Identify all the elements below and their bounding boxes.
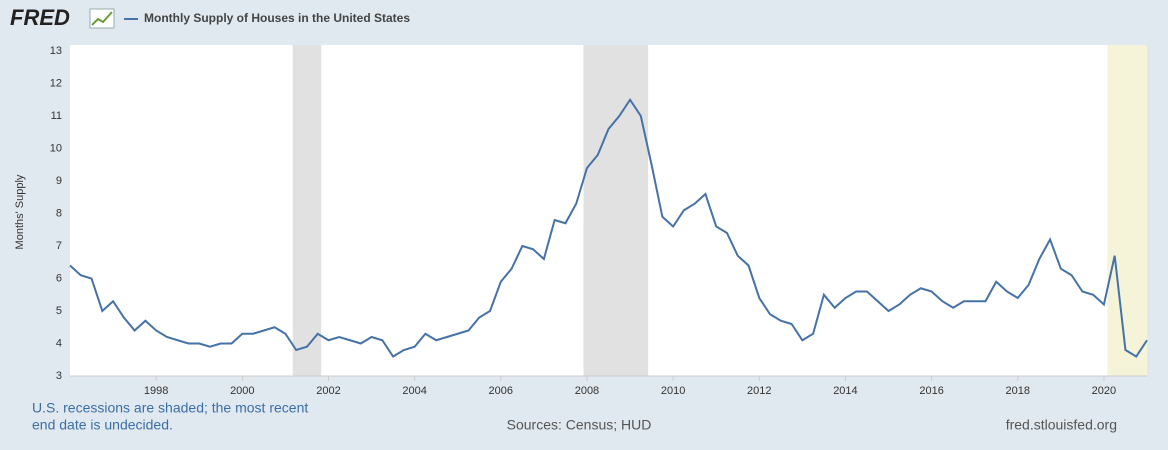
recession-shade (583, 45, 649, 376)
y-tick-label: 11 (51, 110, 62, 122)
x-tick-label: 2008 (575, 385, 599, 397)
y-tick-label: 4 (56, 337, 62, 349)
x-tick-label: 2000 (230, 385, 254, 397)
y-axis-label: Months' Supply (14, 174, 26, 249)
x-tick-label: 2002 (316, 385, 340, 397)
x-tick-label: 2020 (1092, 385, 1116, 397)
y-tick-label: 10 (50, 142, 62, 154)
y-tick-label: 3 (56, 370, 62, 382)
y-tick-label: 12 (50, 77, 62, 89)
x-tick-label: 2004 (402, 385, 426, 397)
x-tick-label: 2006 (489, 385, 513, 397)
y-tick-label: 13 (50, 45, 62, 57)
y-tick-label: 5 (56, 305, 62, 317)
x-tick-label: 1998 (144, 385, 168, 397)
x-tick-label: 2014 (833, 385, 857, 397)
logo: FRED (10, 5, 70, 30)
y-tick-label: 7 (56, 240, 62, 252)
site: fred.stlouisfed.org (1006, 417, 1117, 433)
recession-shade (292, 45, 322, 376)
note: end date is undecided. (32, 417, 173, 433)
x-tick-label: 2018 (1006, 385, 1030, 397)
y-tick-label: 9 (56, 175, 62, 187)
logo-icon (89, 8, 115, 29)
note: U.S. recessions are shaded; the most rec… (32, 400, 308, 416)
source: Sources: Census; HUD (507, 417, 652, 433)
x-tick-label: 2016 (919, 385, 943, 397)
x-tick-label: 2010 (661, 385, 685, 397)
series-line (69, 97, 1148, 358)
y-tick-label: 8 (56, 207, 62, 219)
recession-shade (1107, 45, 1147, 376)
x-tick-label: 2012 (747, 385, 771, 397)
y-tick-label: 6 (56, 272, 62, 284)
legend-label: Monthly Supply of Houses in the United S… (144, 11, 410, 25)
